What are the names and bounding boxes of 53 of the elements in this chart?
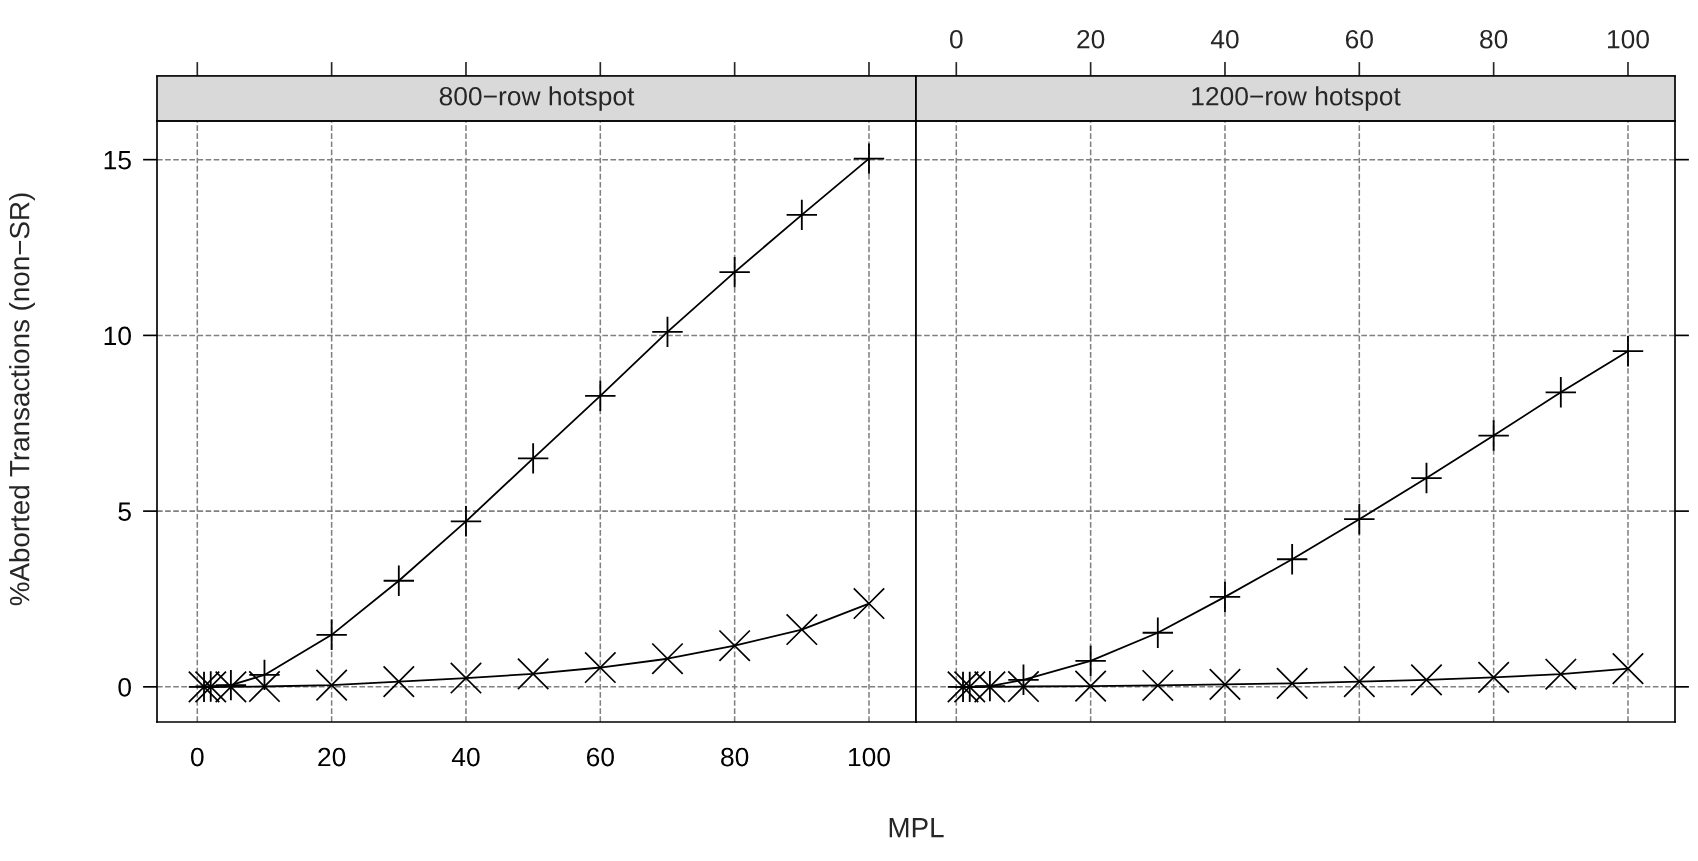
point [1612,335,1644,367]
x-axis-title: MPL [889,818,944,838]
chart-title: 800−row hotspot [439,86,635,111]
point [517,657,550,690]
point [1141,669,1174,702]
point [450,506,482,537]
x-tick-label: 80 [1480,29,1508,49]
point [1075,645,1106,677]
point [449,662,483,695]
point [1544,658,1577,691]
x-tick-label: 80 [721,747,749,767]
point [1208,668,1242,701]
y-tick-label: 15 [104,151,131,170]
point [852,587,886,620]
x-tick-label: 20 [1077,29,1105,49]
point [718,629,751,662]
point [315,669,348,702]
point [1545,377,1577,408]
point [1209,581,1241,613]
point [517,443,549,474]
point [853,143,885,174]
x-tick-label: 40 [451,747,480,767]
point [1344,503,1375,535]
point [1611,652,1645,685]
point [316,619,347,651]
x-tick-label: 0 [949,29,963,49]
x-tick-label: 60 [1345,29,1373,49]
point [1477,661,1510,694]
x-tick-label: 100 [848,747,890,767]
y-tick-label: 10 [104,326,131,346]
point [785,613,818,646]
x-tick-label: 100 [1607,29,1649,49]
x-tick-label: 60 [586,747,614,767]
point [651,642,684,675]
point [1074,670,1107,703]
point [584,651,617,684]
point [382,665,415,698]
point [1142,617,1174,648]
y-axis-title: %Aborted Transactions (non−SR) [9,193,35,606]
point [719,256,750,288]
point [383,565,415,596]
point [585,380,616,412]
point [786,199,818,231]
y-tick-label: 0 [118,677,131,697]
point [1276,667,1309,700]
point [1410,663,1443,696]
x-tick-label: 20 [318,747,346,767]
x-tick-label: 40 [1210,29,1239,49]
chart-title: 1200−row hotspot [1192,86,1401,111]
point [1343,665,1376,698]
y-tick-label: 5 [118,502,131,521]
x-tick-label: 0 [190,747,204,767]
point [1276,544,1308,575]
